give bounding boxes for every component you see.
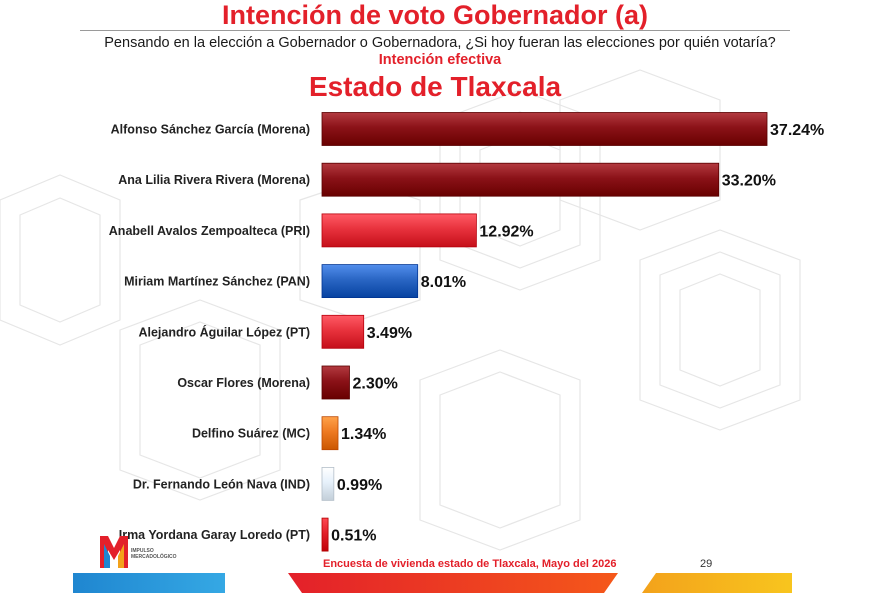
category-label: Irma Yordana Garay Loredo (PT) bbox=[119, 528, 310, 542]
footer-bar-red bbox=[288, 573, 618, 593]
bar bbox=[321, 314, 365, 349]
logo-text-line-2: MERCADOLÓGICO bbox=[131, 554, 177, 560]
title-divider bbox=[80, 30, 790, 31]
bar bbox=[321, 162, 720, 197]
chart-title: Intención de voto Gobernador (a) bbox=[221, 0, 648, 30]
category-label: Dr. Fernando León Nava (IND) bbox=[133, 477, 310, 491]
question-text: Pensando en la elección a Gobernador o G… bbox=[104, 35, 776, 51]
survey-footnote: Encuesta de vivienda estado de Tlaxcala,… bbox=[323, 558, 617, 570]
chart-subtitle: Estado de Tlaxcala bbox=[308, 71, 562, 102]
footer-bar-yellow bbox=[642, 573, 792, 593]
category-label: Miriam Martínez Sánchez (PAN) bbox=[124, 275, 310, 289]
bar bbox=[321, 112, 768, 146]
value-label: 12.92% bbox=[479, 223, 533, 240]
category-label: Delfino Suárez (MC) bbox=[192, 427, 310, 441]
bar bbox=[321, 466, 335, 501]
category-label: Ana Lilia Rivera Rivera (Morena) bbox=[118, 173, 310, 187]
bar bbox=[321, 416, 339, 451]
logo-text: IMPULSO MERCADOLÓGICO bbox=[131, 548, 177, 560]
value-label: 0.99% bbox=[337, 477, 382, 494]
bar bbox=[321, 517, 329, 552]
bar bbox=[321, 264, 419, 299]
category-label: Oscar Flores (Morena) bbox=[177, 376, 310, 390]
value-label: 8.01% bbox=[421, 274, 466, 291]
value-label: 0.51% bbox=[331, 528, 376, 545]
footer-bar-blue bbox=[73, 573, 225, 593]
category-label: Alfonso Sánchez García (Morena) bbox=[111, 123, 310, 137]
value-label: 2.30% bbox=[352, 376, 397, 393]
impulso-logo bbox=[100, 530, 190, 570]
value-label: 3.49% bbox=[367, 325, 412, 342]
logo-mark-icon bbox=[100, 536, 128, 568]
question-emphasis: Intención efectiva bbox=[378, 52, 502, 68]
value-label: 33.20% bbox=[722, 173, 776, 190]
page-number: 29 bbox=[700, 558, 713, 570]
value-label: 1.34% bbox=[341, 426, 386, 443]
value-label: 37.24% bbox=[770, 122, 824, 139]
logo-text-line-1: IMPULSO bbox=[131, 548, 154, 554]
bar bbox=[321, 365, 350, 400]
category-label: Anabell Avalos Zempoalteca (PRI) bbox=[109, 224, 310, 238]
bar bbox=[321, 213, 477, 248]
survey-question: Pensando en la elección a Gobernador o G… bbox=[80, 35, 800, 69]
category-label: Alejandro Águilar López (PT) bbox=[138, 324, 310, 339]
